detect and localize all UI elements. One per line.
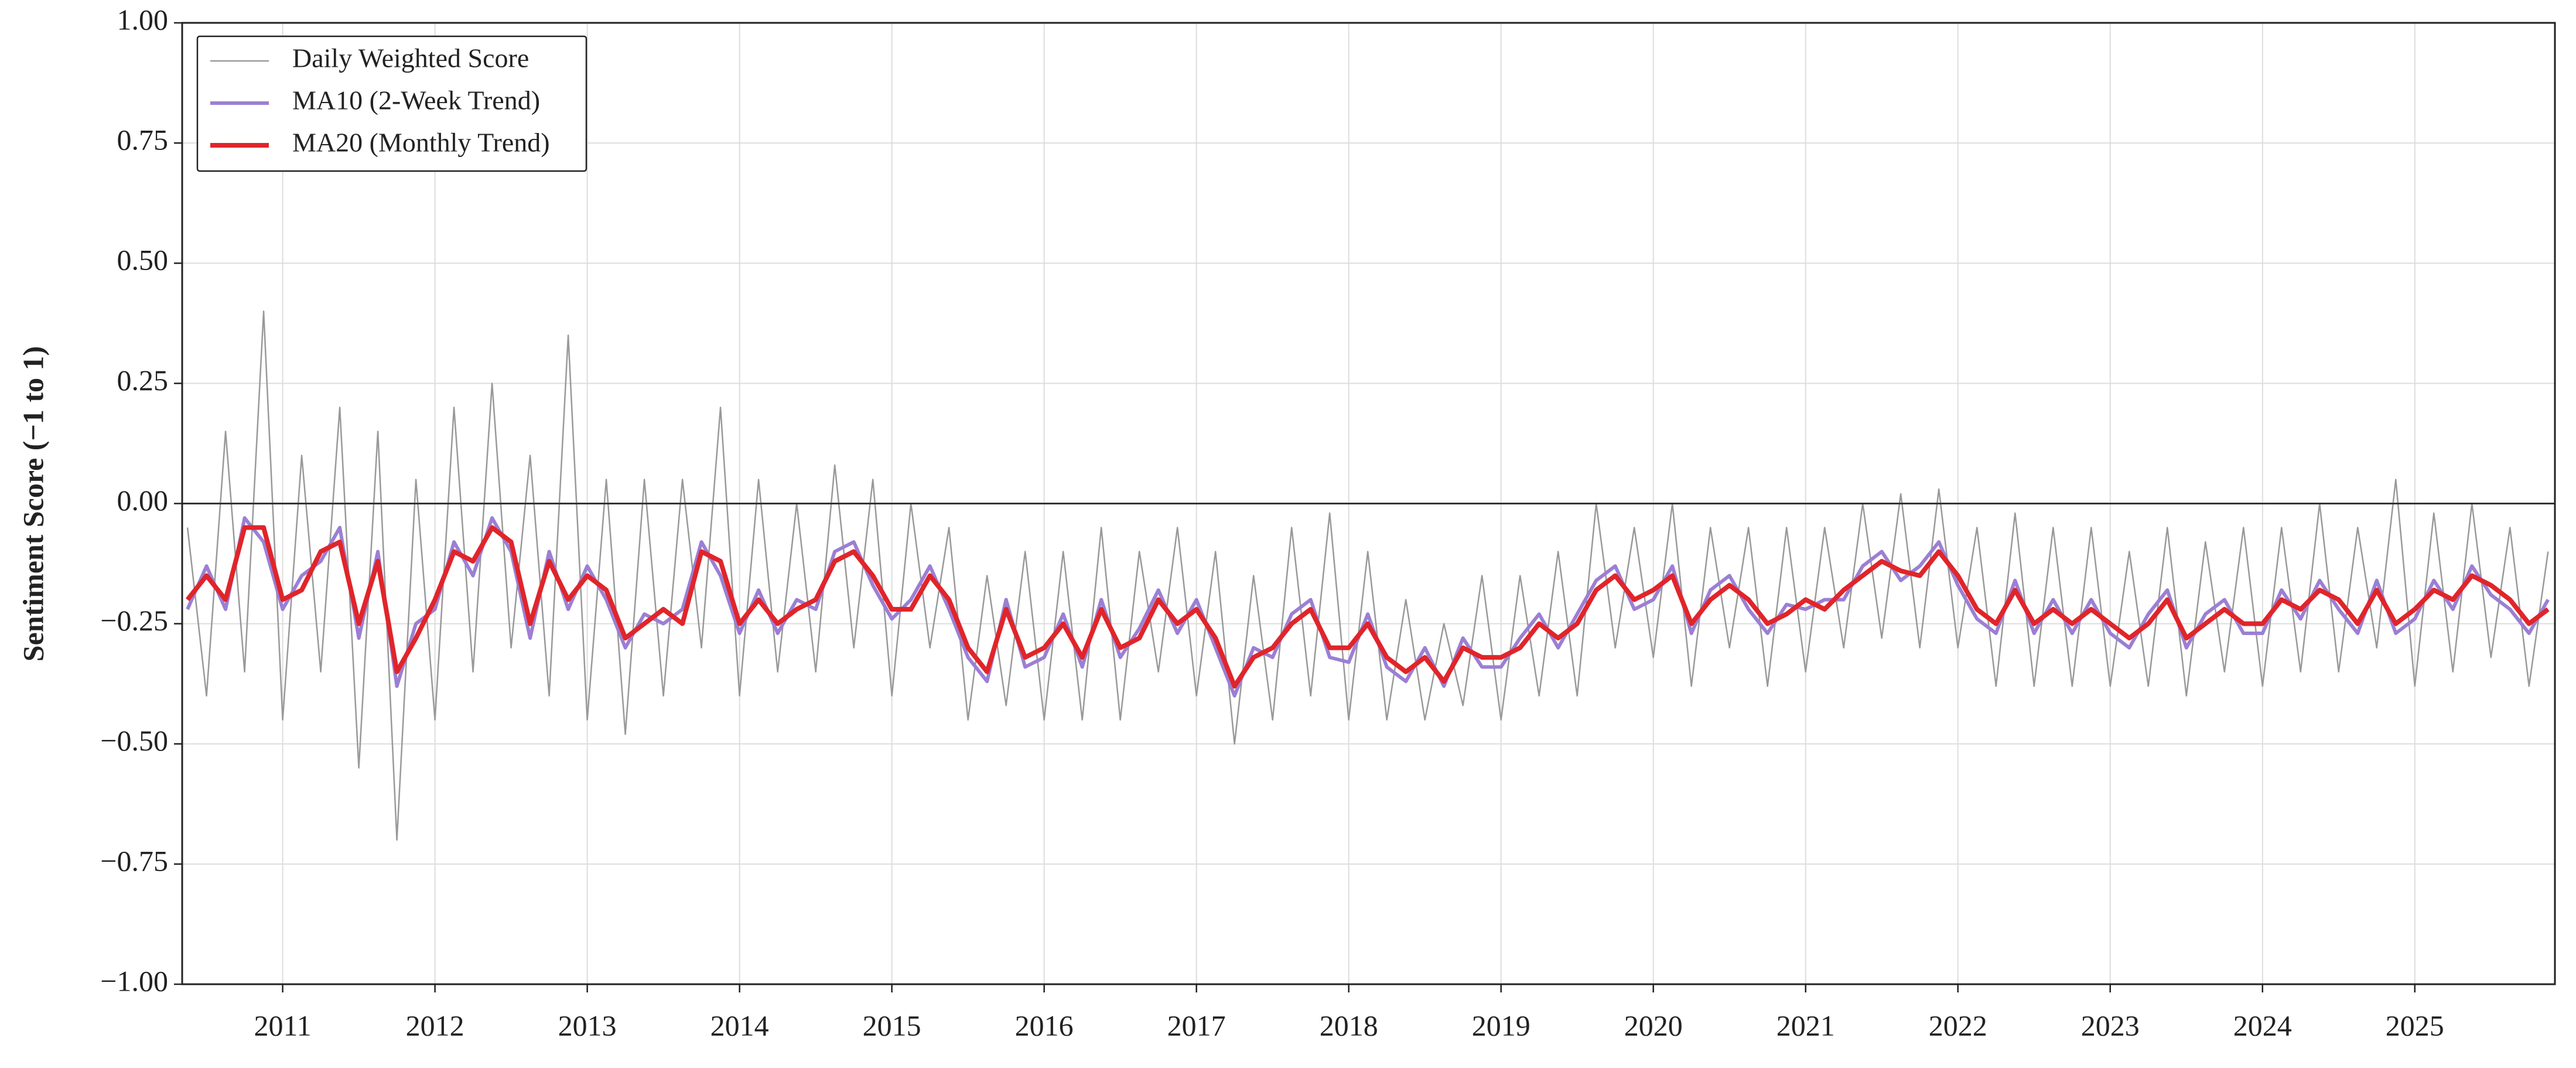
x-tick-label: 2013: [558, 1009, 617, 1042]
x-tick-label: 2012: [406, 1009, 464, 1042]
series-line: [185, 525, 2550, 689]
x-tick-label: 2011: [254, 1009, 312, 1042]
x-tick-label: 2015: [863, 1009, 921, 1042]
series-line: [186, 310, 2549, 841]
x-tick-label: 2017: [1167, 1009, 1226, 1042]
y-tick-label: 1.00: [117, 3, 169, 36]
x-tick-label: 2023: [2081, 1009, 2140, 1042]
plot-frame: [181, 22, 2556, 985]
legend-label: Daily Weighted Score: [292, 43, 529, 73]
legend-label: MA10 (2-Week Trend): [292, 86, 540, 115]
y-tick-label: −0.50: [100, 724, 168, 757]
y-tick-label: −1.00: [100, 964, 168, 997]
x-tick-label: 2024: [2233, 1009, 2292, 1042]
x-tick-label: 2022: [1929, 1009, 1987, 1042]
x-tick-label: 2014: [710, 1009, 769, 1042]
y-axis-label: Sentiment Score (−1 to 1): [16, 346, 49, 662]
x-tick-label: 2020: [1624, 1009, 1683, 1042]
x-tick-label: 2018: [1320, 1009, 1378, 1042]
y-tick-label: −0.25: [100, 604, 168, 637]
y-tick-label: 0.50: [117, 244, 169, 277]
x-tick-label: 2019: [1472, 1009, 1530, 1042]
y-tick-label: 0.25: [117, 364, 169, 397]
y-tick-label: −0.75: [100, 844, 168, 877]
x-tick-label: 2016: [1015, 1009, 1074, 1042]
legend-box: [196, 35, 587, 172]
y-tick-label: 0.00: [117, 484, 169, 517]
legend-label: MA20 (Monthly Trend): [292, 128, 550, 158]
y-tick-label: 0.75: [117, 124, 169, 156]
x-tick-label: 2025: [2386, 1009, 2444, 1042]
x-tick-label: 2021: [1776, 1009, 1835, 1042]
